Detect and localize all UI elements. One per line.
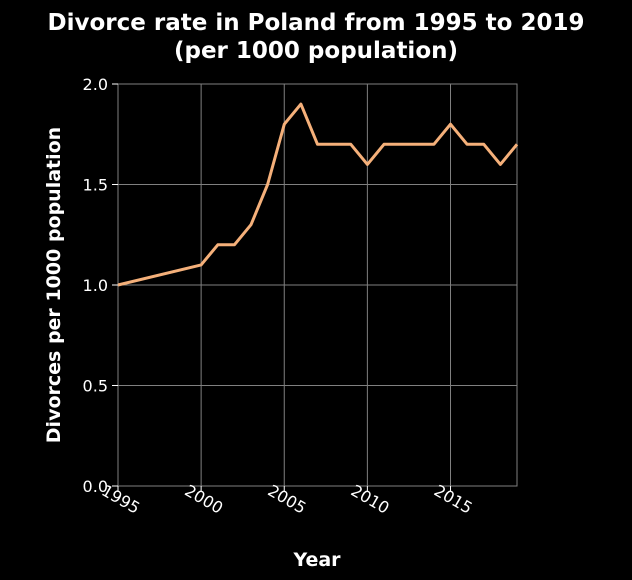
chart-subtitle: (per 1000 population) xyxy=(174,38,458,64)
chart-title: Divorce rate in Poland from 1995 to 2019 xyxy=(48,10,585,36)
x-axis-title: Year xyxy=(292,549,341,571)
y-axis-title: Divorces per 1000 population xyxy=(43,127,65,443)
y-tick-label: 0.0 xyxy=(83,477,108,496)
y-tick-label: 1.0 xyxy=(83,276,108,295)
series-layer xyxy=(117,102,519,287)
y-tick-label: 1.5 xyxy=(83,176,108,195)
series-line xyxy=(117,102,519,287)
y-tick-label: 0.5 xyxy=(83,377,108,396)
y-tick-label: 2.0 xyxy=(83,75,108,94)
